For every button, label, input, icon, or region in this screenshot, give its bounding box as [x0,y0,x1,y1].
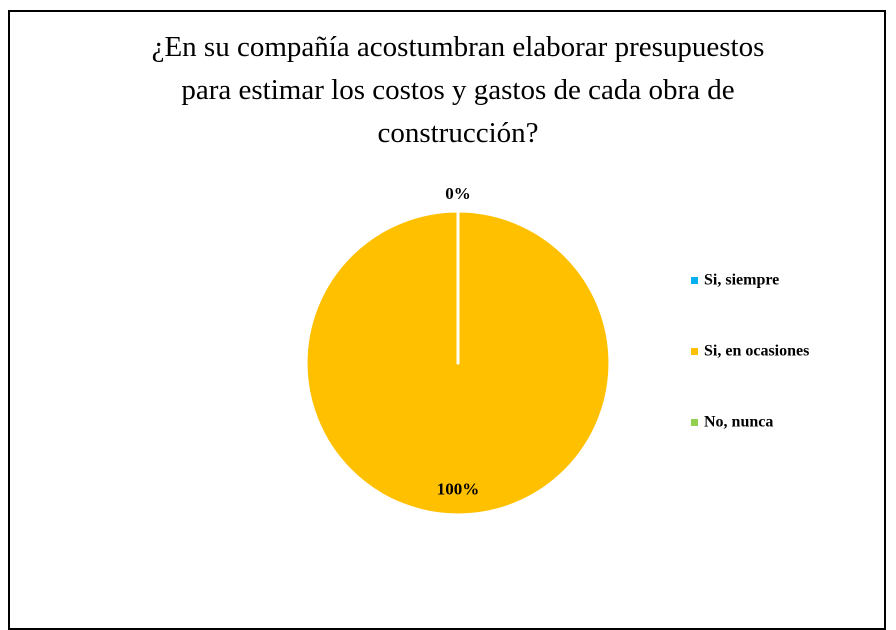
legend-label: Si, siempre [704,272,779,289]
data-label: 100% [437,480,480,499]
legend-swatch [691,419,698,426]
legend-label: No, nunca [704,414,773,431]
legend-label: Si, en ocasiones [704,343,809,360]
data-label: 0% [445,184,471,203]
chart-title: ¿En su compañía acostumbran elaborar pre… [151,31,765,149]
legend-swatch [691,277,698,284]
legend-swatch [691,348,698,355]
